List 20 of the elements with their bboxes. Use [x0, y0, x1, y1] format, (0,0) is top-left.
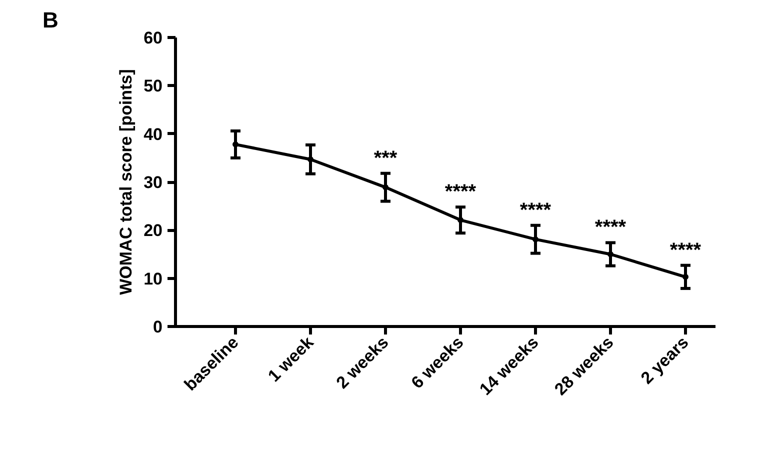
y-tick-label: 40 — [144, 124, 163, 144]
y-tick-label: 0 — [153, 318, 163, 336]
y-tick-label: 20 — [144, 221, 163, 240]
y-tick-label: 50 — [144, 76, 163, 96]
point — [308, 156, 314, 162]
y-tick-label: 60 — [144, 28, 163, 48]
y-axis-title: WOMAC total score [points] — [116, 69, 136, 295]
annotation: **** — [670, 239, 702, 262]
y-tick-label: 30 — [144, 173, 163, 192]
point — [682, 274, 688, 280]
y-tick-label: 10 — [144, 269, 163, 288]
annotation: **** — [520, 199, 552, 222]
point — [608, 251, 614, 258]
point — [532, 236, 538, 242]
text: B — [42, 8, 58, 32]
annotation: **** — [594, 216, 626, 239]
point — [382, 184, 388, 190]
annotation: *** — [374, 147, 398, 170]
annotation: **** — [444, 181, 476, 204]
point — [232, 141, 238, 148]
